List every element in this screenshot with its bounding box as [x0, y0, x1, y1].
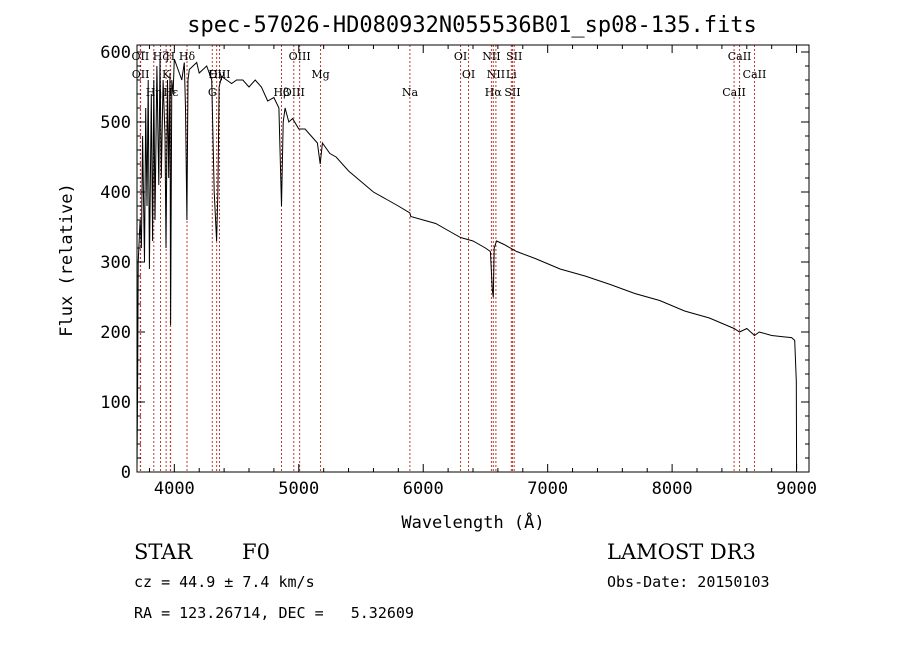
- obs-date: Obs-Date: 20150103: [607, 573, 770, 591]
- y-tick-label: 0: [121, 463, 131, 483]
- line-marker-label: SII: [504, 86, 520, 99]
- y-tick-label: 600: [100, 43, 131, 63]
- line-marker-label: Na: [402, 86, 419, 99]
- object-class: STAR: [134, 540, 193, 564]
- y-tick-label: 300: [100, 253, 131, 273]
- y-axis-ticks: 0 100 200 300 400 500 600: [100, 43, 809, 483]
- spectrum-line: [136, 58, 798, 469]
- plot-frame: [136, 44, 810, 473]
- line-marker-label: NII: [487, 68, 505, 81]
- spectral-subclass: F0: [242, 540, 270, 564]
- line-marker-label: Hα: [485, 86, 503, 99]
- line-marker-label: OI: [454, 50, 467, 63]
- line-markers: [139, 45, 755, 472]
- line-marker-label: H: [166, 50, 176, 63]
- line-marker-labels: HδOIIIOIIIOIIIMgNaOIOIHαNIINIISIISIILiCa…: [132, 50, 767, 99]
- survey-name: LAMOST DR3: [607, 540, 756, 564]
- line-marker-label: OII: [132, 50, 150, 63]
- line-marker-label: CaII: [743, 68, 767, 81]
- x-tick-label: 5000: [278, 479, 319, 499]
- line-marker-label: Mg: [311, 68, 329, 81]
- x-tick-label: 6000: [403, 479, 444, 499]
- line-marker-label: OIII: [283, 86, 305, 99]
- chart-title: spec-57026-HD080932N055536B01_sp08-135.f…: [187, 13, 757, 38]
- x-tick-label: 4000: [154, 479, 195, 499]
- line-marker-label: K: [162, 68, 171, 81]
- x-tick-label: 7000: [527, 479, 568, 499]
- line-marker-label: CaII: [728, 50, 752, 63]
- line-marker-label: Hβ: [274, 86, 290, 99]
- y-tick-label: 100: [100, 393, 131, 413]
- x-axis-label: Wavelength (Å): [401, 511, 544, 533]
- line-marker-label: Hζ: [153, 50, 169, 63]
- line-marker-label: OI: [462, 68, 475, 81]
- y-tick-label: 500: [100, 113, 131, 133]
- y-axis-label: Flux (relative): [57, 183, 77, 337]
- redshift-readout: cz = 44.9 ± 7.4 km/s: [134, 573, 315, 591]
- y-tick-label: 400: [100, 183, 131, 203]
- coordinates: RA = 123.26714, DEC = 5.32609: [134, 604, 414, 622]
- line-marker-label: SII: [506, 50, 522, 63]
- x-axis-ticks: 4000 5000 6000 7000 8000 9000: [148, 45, 817, 499]
- x-tick-label: 8000: [652, 479, 693, 499]
- line-marker-label: OIII: [289, 50, 311, 63]
- x-tick-label: 9000: [776, 479, 817, 499]
- line-marker-label: Hε: [163, 86, 179, 99]
- line-marker-label: CaII: [722, 86, 746, 99]
- y-tick-label: 200: [100, 323, 131, 343]
- line-marker-label: OIII: [208, 68, 230, 81]
- line-marker-label: NII: [482, 50, 500, 63]
- line-marker-label: Li: [506, 68, 517, 81]
- line-marker-label: Hδ: [179, 50, 196, 63]
- line-marker-label: OII: [132, 68, 150, 81]
